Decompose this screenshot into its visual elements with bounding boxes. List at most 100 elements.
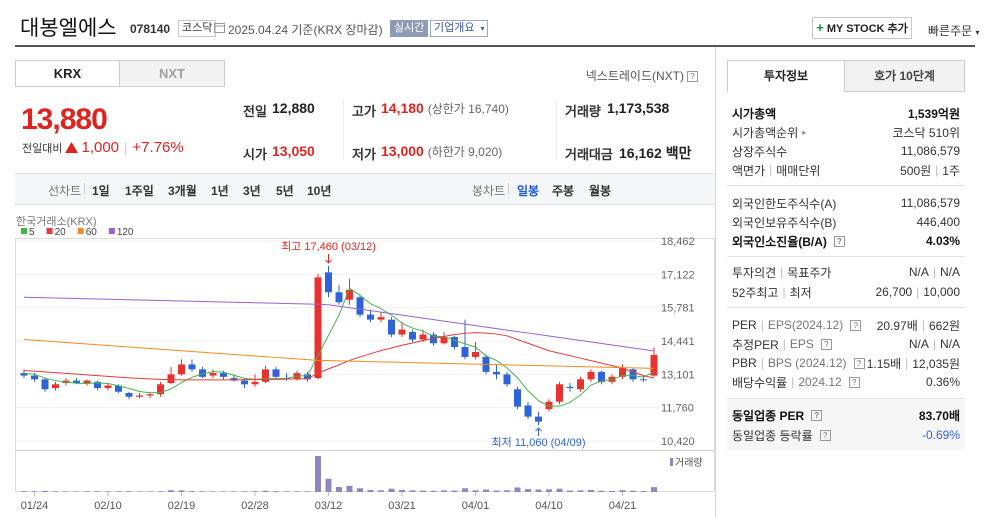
separator: | bbox=[769, 163, 773, 177]
label-text: 배당수익률 bbox=[732, 375, 788, 390]
info-tab[interactable]: 호가 10단계 bbox=[845, 60, 965, 92]
period-button[interactable]: 3개월 bbox=[168, 184, 197, 198]
amount-unit: 백만 bbox=[665, 145, 692, 161]
label-text: PER bbox=[732, 318, 757, 332]
chart-type-label: 봉차트 bbox=[472, 184, 506, 198]
info-label: PER | EPS(2024.12)? bbox=[732, 318, 862, 332]
candle-body bbox=[556, 384, 563, 402]
volume-bar bbox=[325, 478, 332, 492]
label-text: 외국인보유주식수(B) bbox=[732, 215, 837, 230]
candle-body bbox=[20, 373, 28, 376]
volume-bar bbox=[493, 490, 500, 492]
label-text: PBR bbox=[732, 356, 757, 370]
period-button[interactable]: 일봉 bbox=[517, 184, 540, 198]
separator: | bbox=[124, 140, 128, 155]
candle-body bbox=[178, 364, 185, 375]
candle-body bbox=[377, 317, 385, 320]
period-button[interactable]: 10년 bbox=[307, 184, 332, 198]
candle-body bbox=[335, 292, 343, 303]
high-value: 14,180 bbox=[381, 100, 424, 116]
label-text: 시가총액 bbox=[732, 106, 777, 121]
market-tab[interactable]: NXT bbox=[120, 60, 225, 87]
candle-body bbox=[398, 329, 406, 335]
volume-bar bbox=[157, 491, 164, 492]
label-text: 매매단위 bbox=[776, 163, 821, 178]
candle-body bbox=[199, 369, 206, 377]
help-icon: ? bbox=[820, 338, 832, 350]
info-value: 446,400 bbox=[917, 215, 960, 229]
info-row: 추정PER | EPS? N/A | N/A bbox=[732, 335, 960, 353]
candle-body bbox=[241, 380, 248, 385]
nxt-link[interactable]: 넥스트레이드(NXT)? bbox=[586, 67, 698, 84]
candle-body bbox=[629, 369, 637, 380]
volume-bar bbox=[483, 489, 489, 492]
summary-value: 13,050 bbox=[272, 143, 315, 159]
y-tick-label: 18,462 bbox=[661, 236, 695, 248]
label-text: 2024.12 bbox=[798, 375, 842, 389]
separator: | bbox=[782, 285, 786, 299]
info-row: 52주최고 | 최저 26,700 | 10,000 bbox=[732, 283, 960, 301]
period-button[interactable]: 5년 bbox=[276, 184, 294, 198]
info-label: 외국인한도주식수(A) bbox=[732, 195, 836, 212]
value-text: N/A bbox=[939, 265, 960, 279]
label-text: 시가총액순위 bbox=[732, 125, 799, 140]
info-row: 시가총액순위 ▸ 코스닥 510위 bbox=[732, 123, 960, 141]
candle-body bbox=[325, 272, 332, 293]
summary-label: 전일 bbox=[243, 104, 267, 119]
low-value: 13,000 bbox=[381, 143, 424, 159]
volume-bar bbox=[115, 491, 122, 492]
value-text: 10,000 bbox=[923, 285, 960, 299]
volume-bar bbox=[21, 491, 27, 492]
period-button[interactable]: 월봉 bbox=[589, 184, 612, 198]
period-button[interactable]: 주봉 bbox=[552, 184, 575, 198]
my-stock-button[interactable]: + MY STOCK 추가 bbox=[812, 17, 912, 39]
volume-bar bbox=[52, 491, 59, 492]
info-tab[interactable]: 투자정보 bbox=[727, 60, 845, 92]
row-divider bbox=[727, 256, 965, 257]
period-button[interactable]: 1년 bbox=[211, 184, 229, 198]
label-text: 목표주가 bbox=[787, 265, 832, 280]
separator: | bbox=[932, 337, 936, 351]
quick-order[interactable]: 빠른주문 ▾ bbox=[928, 22, 980, 39]
volume-bar bbox=[556, 488, 563, 492]
low-annotation: 최저 11,060 (04/09) bbox=[491, 436, 585, 449]
separator: | bbox=[935, 163, 939, 177]
moving-average-line bbox=[23, 296, 655, 352]
dropdown-icon: ▾ bbox=[975, 28, 980, 37]
candle-body bbox=[461, 346, 469, 357]
realtime-badge[interactable]: 실시간 bbox=[390, 20, 429, 37]
overview-button[interactable]: 기업개요 ▾ bbox=[430, 20, 489, 37]
y-tick-label: 13,101 bbox=[661, 369, 695, 381]
market-tab[interactable]: KRX bbox=[15, 60, 120, 87]
moving-average-line bbox=[23, 332, 655, 381]
x-tick-label: 03/12 bbox=[315, 500, 343, 512]
x-tick-label: 01/24 bbox=[21, 500, 49, 512]
period-button[interactable]: 1일 bbox=[92, 184, 110, 198]
volume-bar bbox=[462, 488, 468, 492]
volume-bar bbox=[430, 490, 437, 492]
x-tick-label: 04/10 bbox=[535, 500, 563, 512]
value-text: 26,700 bbox=[875, 285, 913, 299]
volume-bar bbox=[472, 490, 479, 492]
nxt-link-text: 넥스트레이드(NXT) bbox=[585, 69, 684, 83]
info-row: 상장주식수 11,086,579 bbox=[732, 142, 960, 160]
change-rate: +7.76% bbox=[132, 139, 184, 156]
value-text: N/A bbox=[939, 337, 960, 351]
candle-body bbox=[272, 369, 280, 377]
separator: | bbox=[760, 318, 764, 332]
period-button[interactable]: 3년 bbox=[243, 184, 261, 198]
separator bbox=[84, 183, 85, 194]
candle-body bbox=[314, 277, 322, 379]
current-price: 13,880 bbox=[21, 103, 108, 136]
period-button[interactable]: 1주일 bbox=[125, 184, 154, 198]
high-arrow bbox=[325, 253, 332, 264]
source-label: 한국거래소(KRX) bbox=[16, 215, 97, 228]
candle-body bbox=[104, 385, 112, 389]
row-divider bbox=[727, 185, 965, 186]
x-tick-label: 03/21 bbox=[388, 500, 416, 512]
volume-bar bbox=[189, 491, 195, 492]
candle-body bbox=[493, 371, 500, 375]
volume-bar bbox=[346, 485, 353, 492]
summary-label: 거래대금 bbox=[565, 147, 613, 162]
candle-body bbox=[220, 373, 227, 377]
